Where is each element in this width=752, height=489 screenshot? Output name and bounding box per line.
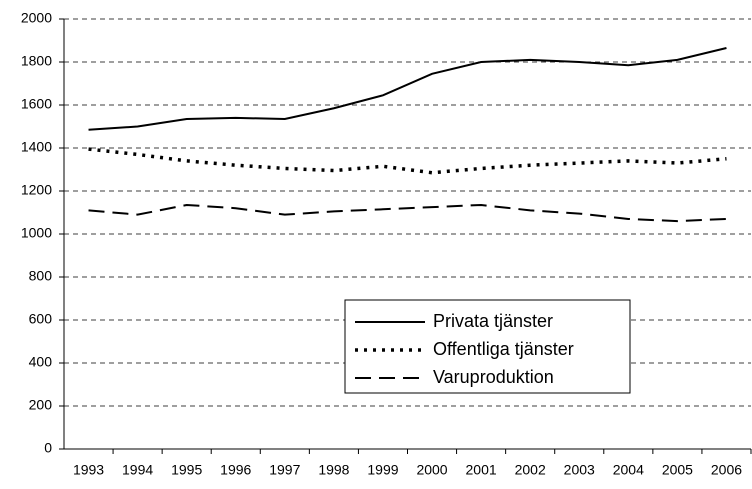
legend-label: Varuproduktion (433, 367, 554, 387)
x-tick-label: 2003 (564, 462, 595, 478)
y-tick-label: 2000 (21, 10, 52, 26)
x-tick-label: 1997 (269, 462, 300, 478)
x-tick-label: 1996 (220, 462, 251, 478)
x-tick-label: 1999 (367, 462, 398, 478)
y-tick-label: 1600 (21, 96, 52, 112)
series-line (88, 47, 727, 131)
series-line (88, 203, 727, 223)
y-tick-label: 1400 (21, 139, 52, 155)
x-tick-label: 2002 (515, 462, 546, 478)
x-tick-label: 1994 (122, 462, 153, 478)
x-tick-label: 2004 (613, 462, 644, 478)
x-tick-label: 2001 (466, 462, 497, 478)
y-tick-label: 1000 (21, 225, 52, 241)
y-tick-label: 800 (29, 268, 53, 284)
y-tick-label: 400 (29, 354, 53, 370)
x-tick-label: 2000 (416, 462, 447, 478)
y-tick-label: 1200 (21, 182, 52, 198)
legend: Privata tjänster Offentliga tjänster Varup… (344, 299, 631, 394)
legend-label: Privata tjänster (433, 311, 553, 331)
x-tick-label: 1995 (171, 462, 202, 478)
y-tick-label: 200 (29, 397, 53, 413)
legend-label: Offentliga tjänster (433, 339, 574, 359)
y-tick-label: 0 (44, 440, 52, 456)
x-tick-label: 1998 (318, 462, 349, 478)
y-tick-label: 600 (29, 311, 53, 327)
x-tick-label: 2006 (711, 462, 742, 478)
series-line (88, 147, 727, 175)
x-tick-label: 2005 (662, 462, 693, 478)
x-tick-label: 1993 (73, 462, 104, 478)
y-tick-label: 1800 (21, 53, 52, 69)
